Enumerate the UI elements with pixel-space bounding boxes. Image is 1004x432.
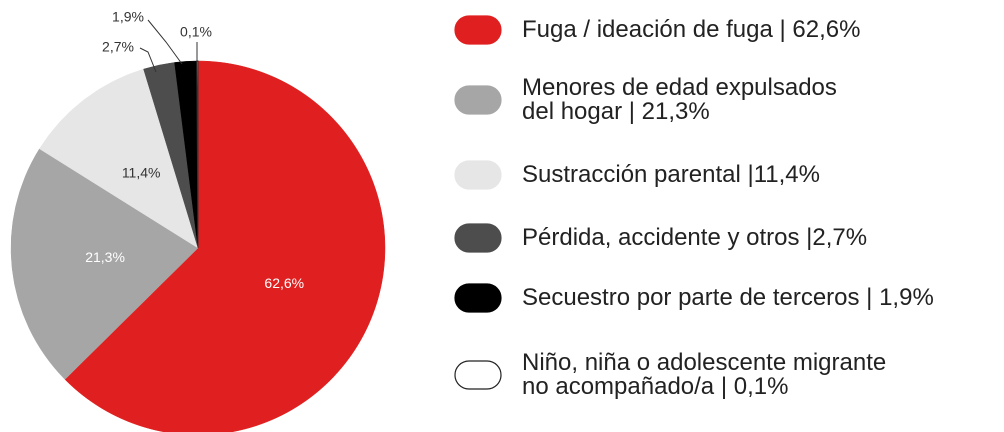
pie-slice (39, 68, 199, 249)
leader-line (147, 19, 183, 65)
data-label: 0,1% (180, 24, 212, 40)
data-label: 2,7% (102, 39, 134, 55)
legend-swatch (454, 15, 502, 45)
data-label: 62,6% (264, 275, 304, 291)
legend-swatch (454, 223, 502, 253)
data-label: 11,4% (122, 164, 161, 180)
pie-slice (64, 60, 386, 432)
legend-swatch (454, 360, 502, 390)
legend-label: Sustracción parental |11,4% (522, 161, 820, 188)
legend-label: Menores de edad expulsados del hogar | 2… (522, 74, 837, 125)
legend-label: Fuga / ideación de fuga | 62,6% (522, 16, 861, 43)
legend-swatch (454, 160, 502, 190)
legend-label: Pérdida, accidente y otros |2,7% (522, 224, 868, 251)
data-label: 1,9% (112, 9, 144, 25)
legend-label: Niño, niña o adolescente migrante no aco… (522, 349, 887, 400)
leader-line (139, 47, 157, 73)
legend-swatch (454, 85, 502, 115)
data-label: 21,3% (85, 249, 125, 265)
pie-slice (10, 148, 199, 380)
legend-label: Secuestro por parte de terceros | 1,9% (522, 284, 934, 311)
legend-swatch (454, 283, 502, 313)
